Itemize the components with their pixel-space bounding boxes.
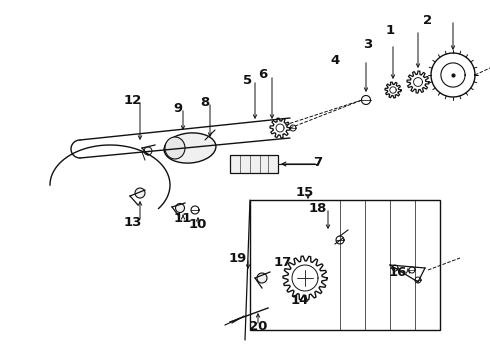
Text: 7: 7: [314, 156, 322, 168]
Text: 17: 17: [274, 256, 292, 269]
Text: 1: 1: [386, 23, 394, 36]
Text: 6: 6: [258, 68, 268, 81]
Text: 10: 10: [189, 219, 207, 231]
Text: 12: 12: [124, 94, 142, 107]
Text: 16: 16: [389, 266, 407, 279]
Circle shape: [257, 273, 267, 283]
Text: 15: 15: [296, 185, 314, 198]
Text: 5: 5: [244, 73, 252, 86]
Polygon shape: [250, 200, 440, 330]
Text: 3: 3: [364, 37, 372, 50]
Text: 19: 19: [229, 252, 247, 265]
Bar: [230, 155, 278, 173]
Text: 18: 18: [309, 202, 327, 215]
Text: 14: 14: [291, 293, 309, 306]
Ellipse shape: [165, 137, 185, 159]
Circle shape: [175, 203, 185, 212]
Text: 9: 9: [173, 102, 183, 114]
Text: 4: 4: [330, 54, 340, 67]
Text: 8: 8: [200, 95, 210, 108]
Text: 20: 20: [249, 320, 267, 333]
Text: 2: 2: [423, 13, 433, 27]
Circle shape: [144, 147, 152, 155]
Ellipse shape: [164, 133, 216, 163]
Text: 11: 11: [174, 211, 192, 225]
Circle shape: [135, 188, 145, 198]
Text: 13: 13: [124, 216, 142, 229]
